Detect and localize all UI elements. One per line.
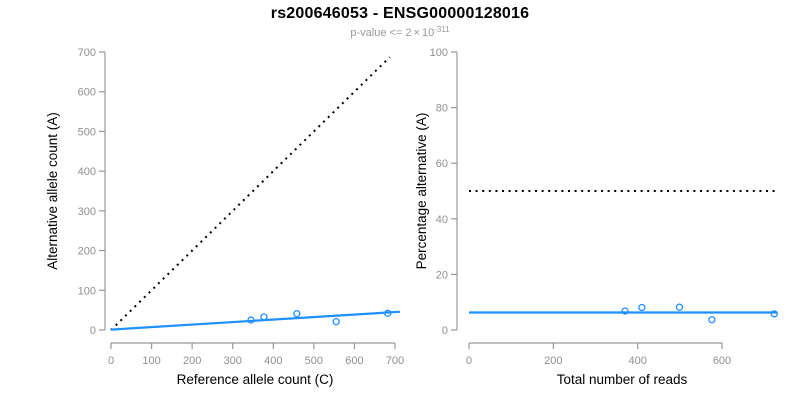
y-tick-label: 80 <box>436 103 448 115</box>
x-axis-title: Total number of reads <box>557 372 688 387</box>
x-axis-title: Reference allele count (C) <box>177 372 334 387</box>
y-tick-label: 100 <box>78 285 96 297</box>
right-panel: 0 20 40 60 80 100 0 200 400 600 Percentage alterna… <box>414 47 778 387</box>
y-tick-label: 60 <box>436 158 448 170</box>
data-point <box>708 316 716 324</box>
x-tick-label: 300 <box>224 355 242 367</box>
data-point <box>675 303 684 311</box>
y-tick-label: 0 <box>442 325 448 337</box>
x-tick-label: 200 <box>183 355 201 367</box>
y-tick-label: 40 <box>436 214 448 226</box>
fit-line <box>110 310 400 331</box>
data-point <box>384 309 392 317</box>
x-tick-label: 700 <box>386 355 404 367</box>
chart-subtitle: p-value <= 2 × 10-311 <box>0 25 800 39</box>
multiplication-sign: × <box>413 27 420 39</box>
y-tick-label: 20 <box>436 269 448 281</box>
y-tick-label: 0 <box>90 325 96 337</box>
y-tick-label: 600 <box>78 87 96 99</box>
x-tick-label: 600 <box>345 355 363 367</box>
pvalue-text: p-value <= 2 <box>350 27 412 39</box>
data-point <box>638 303 646 312</box>
data-point <box>247 316 255 324</box>
y-tick-label: 500 <box>78 126 96 138</box>
x-tick-label: 500 <box>305 355 323 367</box>
x-tick-label: 100 <box>142 355 160 367</box>
x-tick-label: 400 <box>628 355 646 367</box>
x-tick-label: 0 <box>108 355 114 367</box>
y-tick-label: 400 <box>78 166 96 178</box>
data-point <box>621 307 629 315</box>
data-point <box>293 310 301 318</box>
data-point <box>332 318 340 326</box>
data-point <box>770 310 778 318</box>
data-point <box>260 313 268 321</box>
identity-line <box>110 56 391 331</box>
x-tick-label: 400 <box>264 355 282 367</box>
x-tick-label: 0 <box>466 355 472 367</box>
x-tick-label: 200 <box>544 355 562 367</box>
y-tick-label: 200 <box>78 246 96 258</box>
x-tick-label: 600 <box>713 355 731 367</box>
exponent-value: -311 <box>434 25 450 34</box>
left-panel: 0 100 200 300 400 500 600 700 0 100 200 300 400 500 60… <box>45 47 404 387</box>
chart-title: rs200646053 - ENSG00000128016 <box>270 5 530 22</box>
y-axis-title: Alternative allele count (A) <box>45 112 60 270</box>
y-tick-label: 300 <box>78 206 96 218</box>
y-axis-title: Percentage alternative (A) <box>414 113 429 270</box>
exponent-base: 10 <box>421 27 435 39</box>
y-tick-label: 100 <box>430 47 448 59</box>
y-tick-label: 700 <box>78 47 96 59</box>
